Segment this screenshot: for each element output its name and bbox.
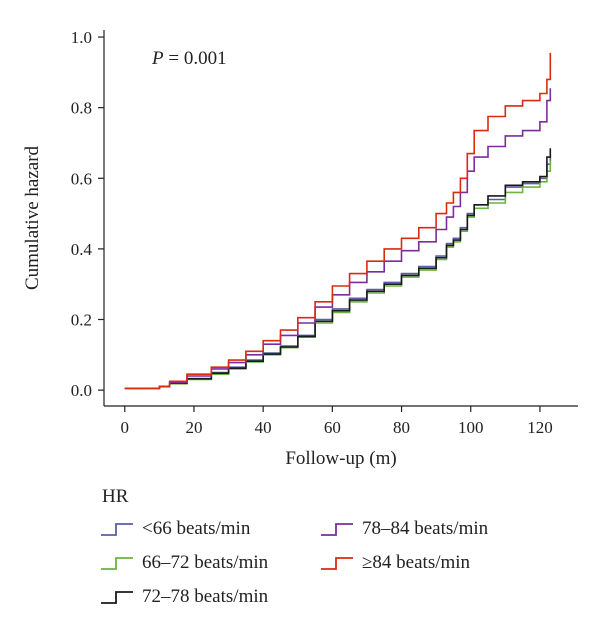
y-tick-label: 1.0	[71, 28, 92, 47]
legend-swatch	[101, 557, 133, 570]
legend-label: 78–84 beats/min	[362, 518, 489, 539]
y-axis-label: Cumulative hazard	[22, 145, 43, 290]
x-tick-label: 60	[324, 418, 341, 437]
legend-item: ≥84 beats/min	[320, 552, 470, 574]
x-tick-label: 20	[185, 418, 202, 437]
y-tick-label: 0.8	[71, 99, 92, 118]
legend-label: <66 beats/min	[142, 518, 251, 539]
p-value-letter: P	[151, 48, 164, 69]
y-tick-label: 0.6	[71, 169, 92, 188]
legend-item: <66 beats/min	[100, 518, 250, 540]
chart-axes: 0.0 0.2 0.4 0.6 0.8 1.0 0 20 40 60 80 100 120	[71, 28, 578, 437]
series-line-2	[124, 160, 552, 390]
series-line-4	[124, 88, 552, 390]
legend: HR <66 beats/min 66–72 beats/min 72–78 bea…	[100, 486, 580, 608]
y-tick-label: 0.0	[71, 381, 92, 400]
x-axis-label: Follow-up (m)	[285, 448, 396, 469]
p-value-annotation: P = 0.001	[151, 48, 227, 69]
legend-swatch	[321, 557, 353, 570]
legend-title: HR	[102, 486, 129, 507]
legend-swatch	[101, 523, 133, 536]
legend-item: 78–84 beats/min	[320, 518, 488, 540]
x-tick-label: 120	[527, 418, 553, 437]
legend-label: 66–72 beats/min	[142, 552, 269, 573]
x-tick-label: 100	[458, 418, 484, 437]
legend-item: 72–78 beats/min	[100, 586, 268, 608]
x-tick-label: 0	[121, 418, 130, 437]
x-tick-label: 40	[255, 418, 272, 437]
series-line-1	[124, 155, 552, 390]
series-line-3	[124, 148, 552, 390]
series-line-5	[124, 52, 552, 390]
series-layer	[124, 52, 552, 390]
x-tick-label: 80	[393, 418, 410, 437]
p-value-text: = 0.001	[164, 48, 227, 69]
y-tick-label: 0.4	[71, 240, 93, 259]
legend-item: 66–72 beats/min	[100, 552, 268, 574]
y-tick-label: 0.2	[71, 311, 92, 330]
legend-label: ≥84 beats/min	[362, 552, 471, 573]
legend-swatch	[321, 523, 353, 536]
legend-label: 72–78 beats/min	[142, 586, 269, 607]
legend-swatch	[101, 591, 133, 604]
